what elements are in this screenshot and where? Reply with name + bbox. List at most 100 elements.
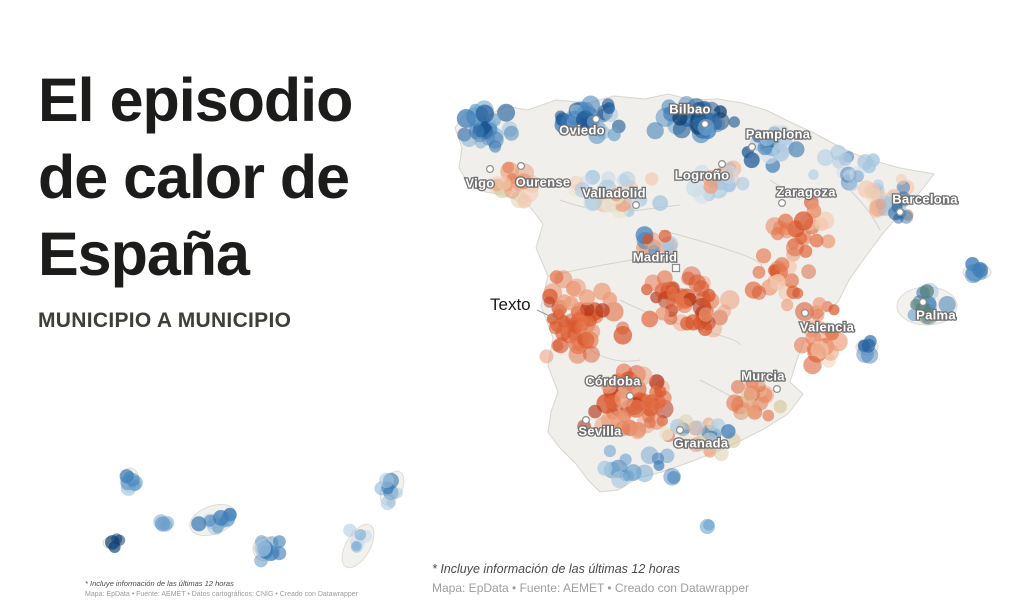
municipality-dot bbox=[354, 529, 367, 541]
municipality-dot bbox=[502, 161, 515, 174]
city-marker bbox=[631, 201, 640, 210]
municipality-dot bbox=[702, 288, 716, 302]
municipality-dot bbox=[717, 304, 732, 319]
municipality-dot bbox=[613, 326, 633, 345]
municipality-dot bbox=[582, 345, 600, 363]
city-label: Sevilla bbox=[578, 424, 622, 439]
city-label: Pamplona bbox=[746, 127, 811, 142]
city-label: Zaragoza bbox=[776, 185, 836, 200]
title-line-3: España bbox=[38, 220, 250, 288]
city-label: Córdoba bbox=[585, 374, 641, 389]
municipality-dot bbox=[380, 496, 395, 511]
municipality-dot bbox=[744, 378, 759, 394]
municipality-dot bbox=[688, 437, 703, 453]
municipality-dot bbox=[517, 194, 532, 209]
municipality-dot bbox=[779, 223, 795, 239]
city-marker bbox=[675, 426, 684, 435]
municipality-dot bbox=[938, 296, 956, 314]
municipality-dot bbox=[778, 213, 794, 229]
municipality-dot bbox=[650, 400, 664, 414]
municipality-dot bbox=[552, 337, 569, 354]
municipality-dot bbox=[627, 399, 646, 418]
city-marker bbox=[800, 309, 809, 318]
municipality-dot bbox=[160, 519, 173, 532]
municipality-dot bbox=[919, 284, 934, 299]
municipality-dots-layer bbox=[105, 95, 989, 568]
municipality-dot bbox=[849, 166, 865, 182]
municipality-dot bbox=[861, 338, 876, 353]
canary-footnote: * Incluye información de las últimas 12 … bbox=[85, 579, 415, 598]
municipality-dot bbox=[273, 535, 286, 548]
municipality-dot bbox=[652, 195, 669, 212]
municipality-dot bbox=[843, 169, 855, 181]
municipality-dot bbox=[543, 296, 555, 308]
municipality-dot bbox=[752, 265, 766, 279]
main-footnote: * Incluye información de las últimas 12 … bbox=[432, 562, 892, 595]
subtitle-kicker: MUNICIPIO A MUNICIPIO bbox=[38, 309, 292, 332]
city-marker bbox=[747, 143, 756, 152]
title-block: El episodio de calor de España MUNICIPIO… bbox=[38, 62, 468, 333]
municipality-dot bbox=[810, 341, 829, 360]
municipality-dot bbox=[662, 242, 675, 255]
municipality-dot bbox=[392, 487, 403, 499]
municipality-dot bbox=[542, 288, 558, 305]
municipality-dot bbox=[574, 182, 591, 198]
municipality-dot bbox=[604, 301, 624, 322]
municipality-dot bbox=[801, 264, 816, 280]
municipality-dot bbox=[155, 516, 171, 532]
city-marker bbox=[918, 298, 927, 307]
municipality-dot bbox=[821, 234, 836, 249]
city-label: Bilbao bbox=[669, 102, 711, 117]
municipality-dot bbox=[539, 349, 554, 364]
city-label: Madrid bbox=[633, 250, 677, 265]
municipality-dot bbox=[607, 128, 621, 142]
municipality-dot bbox=[577, 331, 595, 349]
municipality-dot bbox=[788, 141, 805, 158]
municipality-dot bbox=[658, 229, 672, 243]
municipality-dot bbox=[756, 248, 772, 264]
municipality-dot bbox=[583, 194, 601, 212]
municipality-dot bbox=[697, 321, 713, 336]
main-note: * Incluye información de las últimas 12 … bbox=[432, 562, 681, 576]
municipality-dot bbox=[838, 152, 853, 166]
municipality-dot bbox=[778, 131, 793, 146]
municipality-dot bbox=[503, 125, 519, 141]
municipality-dot bbox=[799, 244, 813, 258]
municipality-dot bbox=[549, 270, 564, 284]
municipality-dot bbox=[705, 436, 717, 448]
city-label: Logroño bbox=[675, 168, 730, 183]
municipality-dot bbox=[601, 198, 617, 214]
municipality-dot bbox=[774, 257, 790, 273]
page-title: El episodio de calor de España bbox=[38, 62, 468, 293]
main-credit: Mapa: EpData • Fuente: AEMET • Creado co… bbox=[432, 581, 750, 595]
municipality-dot bbox=[678, 96, 695, 113]
municipality-dot bbox=[864, 183, 881, 200]
title-line-2: de calor de bbox=[38, 143, 350, 211]
city-label: Palma bbox=[916, 308, 956, 323]
municipality-dot bbox=[160, 516, 175, 530]
city-marker bbox=[625, 392, 634, 401]
city-labels-layer: Vigo Ourense Oviedo Bilbao Pamplona Logroño Va… bbox=[464, 100, 959, 452]
municipality-dot bbox=[689, 420, 706, 436]
municipality-dot bbox=[680, 316, 695, 331]
municipality-dot bbox=[456, 109, 476, 128]
municipality-dot bbox=[698, 307, 714, 322]
municipality-dot bbox=[915, 301, 932, 318]
municipality-dot bbox=[773, 399, 787, 414]
city-label: Granada bbox=[674, 436, 729, 451]
city-marker bbox=[717, 160, 726, 169]
municipality-dot bbox=[468, 123, 485, 140]
municipality-dot bbox=[203, 514, 217, 527]
municipality-dot bbox=[254, 539, 271, 557]
municipality-dot bbox=[496, 176, 512, 191]
municipality-dot bbox=[769, 274, 786, 291]
city-label: Oviedo bbox=[559, 123, 605, 138]
map-annotation-texto: Texto bbox=[490, 295, 531, 314]
municipality-dot bbox=[786, 247, 801, 262]
municipality-dot bbox=[605, 394, 622, 410]
municipality-dot bbox=[787, 238, 799, 250]
municipality-dot bbox=[728, 116, 740, 128]
municipality-dot bbox=[781, 298, 794, 312]
municipality-dot bbox=[497, 103, 516, 122]
municipality-dot bbox=[577, 315, 596, 334]
